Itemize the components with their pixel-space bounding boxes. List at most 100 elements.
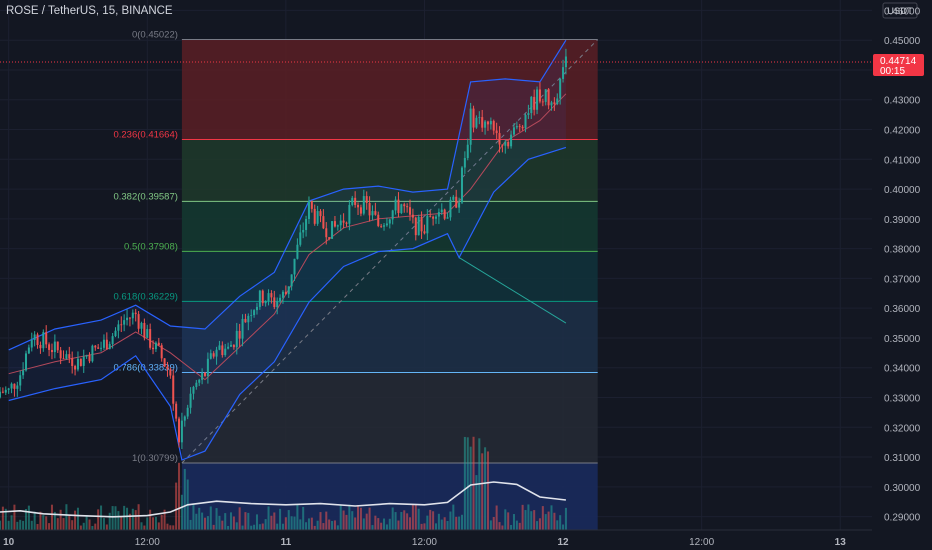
price-tick-label: 0.35000: [884, 334, 921, 345]
fib-zone: [181, 372, 598, 464]
candle-body: [562, 67, 565, 79]
volume-bar: [342, 510, 345, 530]
candle-body: [368, 202, 371, 216]
candle-body: [371, 211, 374, 216]
price-tick-label: 0.37000: [884, 274, 921, 285]
drawings[interactable]: [458, 257, 567, 324]
volume-bar: [175, 482, 178, 530]
volume-bar: [128, 513, 131, 530]
candle-body: [232, 344, 235, 348]
candle-body: [359, 207, 362, 214]
candle-body: [140, 322, 143, 329]
candle-body: [564, 56, 567, 68]
volume-bar: [74, 510, 77, 530]
candle-body: [498, 133, 501, 145]
candle-body: [224, 348, 227, 356]
candle-body: [261, 290, 264, 304]
candle-body: [24, 353, 27, 371]
volume-bar: [30, 520, 33, 530]
candle-body: [120, 324, 123, 326]
volume-bar: [279, 508, 282, 530]
price-tick-label: 0.42000: [884, 126, 921, 137]
volume-bar: [388, 518, 391, 530]
candle-body: [411, 214, 414, 218]
volume-bar: [105, 524, 108, 530]
volume-bar: [36, 524, 39, 530]
candle-body: [100, 347, 103, 349]
candle-body: [16, 385, 19, 389]
volume-pane: [0, 436, 567, 530]
volume-bar: [322, 523, 325, 530]
candle-body: [328, 237, 331, 239]
candle-body: [198, 379, 201, 383]
candle-body: [296, 244, 299, 259]
candle-body: [183, 416, 186, 421]
volume-bar: [290, 516, 293, 530]
volume-bar: [368, 507, 371, 530]
volume-bar: [383, 518, 386, 530]
fib-trend-line: [181, 39, 599, 464]
volume-bar: [489, 520, 492, 530]
volume-bar: [449, 511, 452, 530]
volume-bar: [201, 512, 204, 530]
candle-body: [452, 196, 455, 200]
candle-body: [255, 306, 258, 311]
candle-body: [460, 167, 463, 203]
candle-body: [388, 219, 391, 224]
candle-body: [281, 291, 284, 298]
volume-bar: [443, 517, 446, 530]
symbol-title[interactable]: ROSE / TetherUS, 15, BINANCE: [6, 5, 173, 17]
candle-body: [85, 355, 88, 357]
candle-body: [553, 102, 556, 104]
volume-bar: [328, 519, 331, 530]
candle-body: [434, 216, 438, 219]
volume-bar: [313, 525, 316, 530]
candle-body: [166, 366, 169, 370]
volume-bar: [417, 508, 420, 530]
candle-body: [56, 341, 59, 351]
price-axis[interactable]: USDT 0.460000.450000.440000.430000.42000…: [872, 0, 932, 530]
candle-body: [484, 121, 487, 128]
candle-body: [114, 330, 117, 337]
candle-body: [65, 354, 68, 359]
candle-body: [50, 349, 53, 353]
candle-body: [91, 345, 94, 362]
candle-body: [348, 204, 351, 224]
volume-bar: [166, 523, 169, 530]
volume-bar: [394, 512, 397, 530]
candle-body: [345, 222, 348, 224]
volume-bar: [10, 515, 13, 530]
volume-bar: [547, 511, 550, 530]
candle-body: [469, 108, 472, 145]
volume-bar: [114, 506, 117, 530]
time-axis[interactable]: 10 12:00 11 12:00 12 12:00 13: [0, 529, 872, 548]
volume-bar: [316, 520, 319, 530]
candle-body: [264, 301, 267, 304]
currency-badge[interactable]: [882, 2, 918, 19]
volume-bar: [123, 505, 126, 530]
volume-bar: [212, 524, 215, 530]
candle-body: [229, 344, 233, 347]
candle-body: [489, 121, 492, 125]
candle-body: [117, 324, 120, 331]
bollinger-lower: [8, 146, 567, 461]
volume-bar: [359, 507, 362, 530]
candle-body: [394, 199, 397, 211]
candle-body: [74, 366, 77, 370]
candle-body: [472, 108, 475, 128]
volume-bar: [559, 515, 562, 530]
volume-bar: [172, 525, 175, 530]
price-tick-label: 0.45000: [884, 36, 921, 47]
candle-body: [163, 358, 166, 367]
candle-body: [492, 121, 495, 131]
volume-bar: [351, 511, 354, 530]
candlestick-series: [0, 48, 567, 450]
candle-body: [273, 297, 276, 308]
candle-body: [126, 317, 129, 321]
candle-body: [354, 197, 357, 205]
volume-bar: [541, 506, 544, 530]
candle-body: [455, 196, 458, 208]
candle-body: [48, 344, 51, 350]
fibonacci-retracement[interactable]: 0(0.45022) 0.236(0.41664) 0.382(0.39587) 0.…: [113, 30, 599, 530]
